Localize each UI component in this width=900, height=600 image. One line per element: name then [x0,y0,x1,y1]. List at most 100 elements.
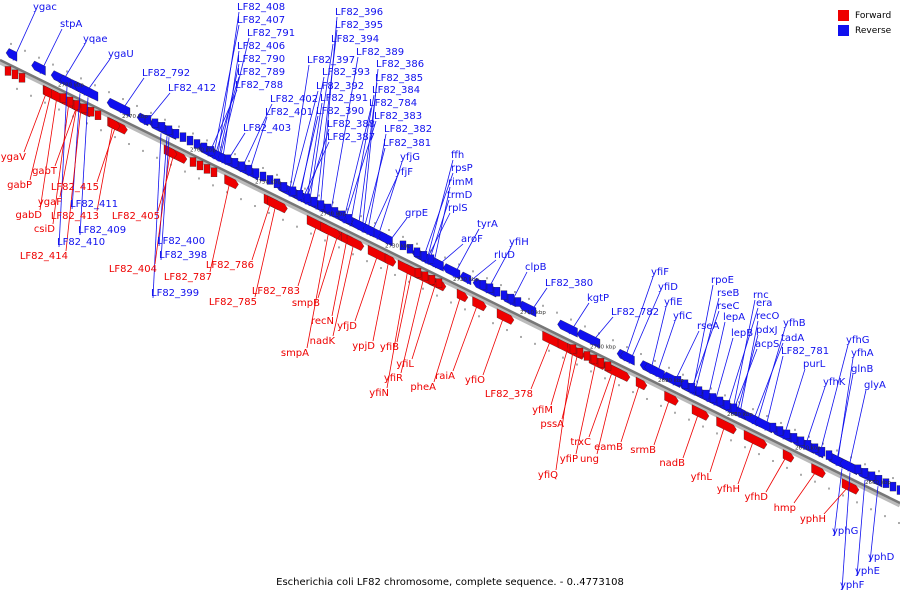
gene-cluster-block[interactable] [493,287,501,297]
forward-gene-label[interactable]: yfiP [560,454,578,465]
gene-cluster-block[interactable] [695,386,703,396]
forward-gene-label[interactable]: LF82_783 [252,286,300,297]
forward-gene-gene-glyph[interactable] [496,308,515,325]
reverse-gene-label[interactable]: LF82_407 [237,15,285,26]
forward-gene-gene-glyph[interactable] [664,390,679,406]
gene-cluster-block[interactable] [604,361,612,371]
gene-cluster-block[interactable] [73,100,81,110]
reverse-gene-label[interactable]: rpoE [711,275,734,286]
reverse-gene-label[interactable]: LF82_789 [237,67,285,78]
reverse-gene-gene-glyph[interactable] [620,350,635,366]
reverse-gene-label[interactable]: yphG [832,526,858,537]
gene-cluster-block[interactable] [196,160,204,171]
reverse-gene-label[interactable]: LF82_397 [307,55,355,66]
forward-gene-label[interactable]: nadK [310,336,336,347]
forward-gene-label[interactable]: smpB [292,298,320,309]
reverse-gene-label[interactable]: yfiH [509,237,529,248]
gene-cluster-block[interactable] [776,426,784,436]
reverse-gene-gene-glyph[interactable] [106,97,131,118]
reverse-gene-label[interactable]: LF82_398 [159,250,207,261]
reverse-gene-label[interactable]: LF82_395 [335,20,383,31]
gene-cluster-block[interactable] [238,161,246,171]
forward-gene-gene-glyph[interactable] [691,404,710,421]
reverse-gene-label[interactable]: LF82_382 [384,124,432,135]
gene-cluster-block[interactable] [790,433,798,443]
reverse-gene-label[interactable]: LF82_409 [78,225,126,236]
forward-gene-gene-glyph[interactable] [108,117,121,131]
forward-gene-label[interactable]: yfhL [691,472,713,483]
reverse-gene-label[interactable]: ffh [451,150,464,161]
reverse-gene-label[interactable]: yfiD [658,282,678,293]
gene-cluster-block[interactable] [500,290,508,300]
reverse-gene-label[interactable]: LF82_387 [327,132,375,143]
gene-cluster-block[interactable] [203,164,211,174]
reverse-gene-label[interactable]: yqae [83,34,108,45]
reverse-gene-label[interactable]: rpsP [451,163,473,174]
gene-cluster-block[interactable] [11,69,19,80]
gene-cluster-block[interactable] [414,268,422,278]
reverse-gene-label[interactable]: era [756,298,772,309]
forward-gene-gene-glyph[interactable] [811,463,826,479]
forward-gene-label[interactable]: ung [580,454,599,465]
reverse-gene-label[interactable]: LF82_792 [142,68,190,79]
reverse-gene-label[interactable]: yfiF [651,267,669,278]
forward-gene-label[interactable]: LF82_786 [206,260,254,271]
reverse-gene-label[interactable]: LF82_399 [151,288,199,299]
reverse-gene-label[interactable]: clpB [525,262,547,273]
gene-cluster-block[interactable] [66,96,74,107]
forward-gene-label[interactable]: yfiO [465,375,485,386]
forward-gene-label[interactable]: ygaF [38,197,62,208]
gene-cluster-block[interactable] [158,122,166,132]
reverse-gene-label[interactable]: lepA [723,312,745,323]
reverse-gene-label[interactable]: ygac [33,2,57,13]
gene-cluster-block[interactable] [797,436,805,446]
forward-gene-label[interactable]: LF82_378 [485,389,533,400]
forward-gene-label[interactable]: pheA [410,382,436,393]
gene-cluster-block[interactable] [861,468,869,478]
gene-cluster-block[interactable] [186,135,194,146]
gene-cluster-block[interactable] [207,146,215,156]
gene-cluster-block[interactable] [259,171,267,182]
forward-gene-label[interactable]: gabD [15,210,42,221]
gene-cluster-block[interactable] [783,429,791,440]
reverse-gene-label[interactable]: LF82_412 [168,83,216,94]
forward-gene-gene-glyph[interactable] [782,449,795,463]
gene-cluster-block[interactable] [179,132,187,142]
reverse-gene-gene-glyph[interactable] [518,300,537,318]
reverse-gene-label[interactable]: purL [803,359,826,370]
reverse-gene-label[interactable]: yfhB [783,318,806,329]
reverse-gene-label[interactable]: LF82_386 [376,59,424,70]
gene-cluster-block[interactable] [4,66,12,76]
reverse-gene-gene-glyph[interactable] [557,319,578,338]
reverse-gene-label[interactable]: stpA [60,19,82,30]
reverse-gene-label[interactable]: LF82_381 [383,138,431,149]
reverse-gene-label[interactable]: LF82_788 [235,80,283,91]
forward-gene-label[interactable]: trxC [570,437,591,448]
forward-gene-gene-glyph[interactable] [346,234,365,251]
forward-gene-gene-glyph[interactable] [267,195,288,214]
forward-gene-label[interactable]: yfiQ [538,470,558,481]
gene-cluster-block[interactable] [716,396,724,407]
gene-cluster-block[interactable] [345,214,353,224]
reverse-gene-label[interactable]: yphE [855,566,880,577]
reverse-gene-label[interactable]: tadA [781,333,804,344]
reverse-gene-label[interactable]: LF82_383 [374,111,422,122]
forward-gene-label[interactable]: LF82_785 [209,297,257,308]
reverse-gene-label[interactable]: LF82_784 [369,98,417,109]
reverse-gene-label[interactable]: kgtP [587,293,609,304]
gene-cluster-block[interactable] [231,158,239,168]
reverse-gene-label[interactable]: acpS [755,339,779,350]
reverse-gene-label[interactable]: LF82_791 [247,28,295,39]
gene-cluster-block[interactable] [804,440,812,450]
reverse-gene-label[interactable]: LF82_392 [316,81,364,92]
forward-gene-label[interactable]: yfiB [380,342,399,353]
gene-cluster-block[interactable] [882,478,890,488]
gene-cluster-block[interactable] [200,142,208,153]
gene-cluster-block[interactable] [428,275,436,285]
forward-gene-label[interactable]: LF82_415 [51,182,99,193]
gene-cluster-block[interactable] [413,247,421,257]
gene-cluster-block[interactable] [273,178,281,189]
forward-gene-label[interactable]: pssA [540,419,564,430]
reverse-gene-label[interactable]: yfiE [664,297,683,308]
forward-gene-label[interactable]: ypjD [352,341,375,352]
